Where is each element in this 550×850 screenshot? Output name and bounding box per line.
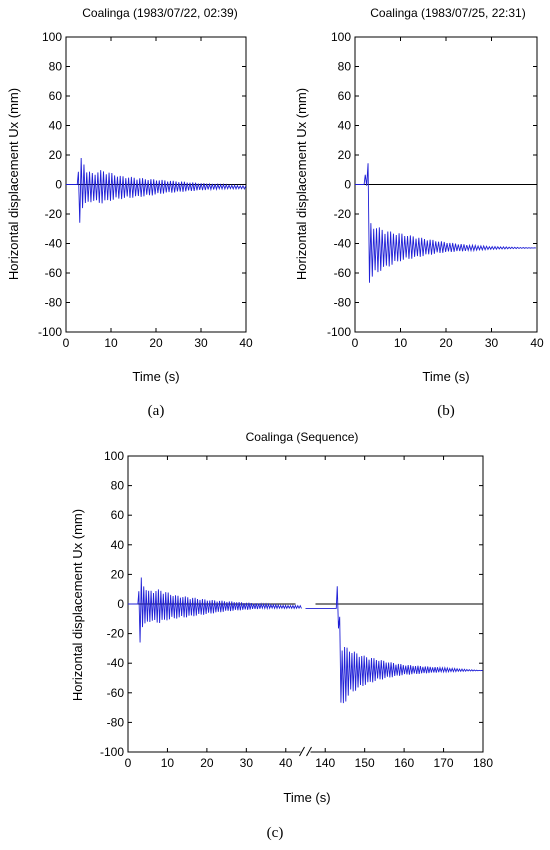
panel-c-title: Coalinga (Sequence): [246, 430, 359, 444]
y-tick-label: -20: [45, 207, 63, 221]
y-tick-label: 40: [338, 119, 352, 133]
y-tick-label: -40: [45, 237, 63, 251]
x-tick-label: 30: [240, 756, 254, 770]
panel-c-plot-area: -100 -80 -60 -40 -20 0 20 40 60 80 100 0 10 20 30 40 140…: [100, 449, 493, 770]
y-tick-label: -60: [45, 266, 63, 280]
panel-a-title: Coalinga (1983/07/22, 02:39): [82, 6, 237, 20]
y-tick-label: -100: [327, 325, 351, 339]
series-line: [66, 158, 247, 223]
y-tick-label: -80: [45, 296, 63, 310]
y-tick-label: -60: [107, 686, 125, 700]
y-tick-label: 0: [117, 597, 124, 611]
y-tick-label: -80: [107, 715, 125, 729]
series-line-second-event: [305, 586, 483, 704]
y-tick-label: -80: [334, 296, 352, 310]
y-tick-label: -100: [38, 325, 62, 339]
y-tick-label: -40: [334, 237, 352, 251]
y-tick-label: 20: [49, 148, 63, 162]
y-tick-label: 100: [331, 30, 351, 44]
panel-a: Coalinga (1983/07/22, 02:39) Horizontal …: [6, 6, 253, 419]
y-tick-label: 100: [104, 449, 124, 463]
series-line: [355, 163, 536, 283]
panel-b-label: (b): [437, 403, 455, 419]
x-tick-label: 150: [355, 756, 375, 770]
y-tick-label: -20: [107, 627, 125, 641]
panel-b-ylabel: Horizontal displacement Ux (mm): [294, 88, 309, 280]
x-tick-label: 140: [315, 756, 335, 770]
y-tick-label: 20: [111, 567, 125, 581]
y-tick-label: -40: [107, 656, 125, 670]
panel-b: Coalinga (1983/07/25, 22:31) Horizontal …: [294, 6, 544, 419]
x-tick-label: 10: [104, 336, 118, 350]
panel-b-title: Coalinga (1983/07/25, 22:31): [370, 6, 525, 20]
y-tick-label: 80: [111, 479, 125, 493]
panel-b-plot-area: -100 -80 -60 -40 -20 0 20 40 60 80 100 0 10 20 30 40: [327, 30, 544, 350]
x-tick-label: 20: [439, 336, 453, 350]
x-tick-label: 30: [194, 336, 208, 350]
x-tick-label: 40: [239, 336, 253, 350]
y-tick-label: -20: [334, 207, 352, 221]
axis-break-gap: [300, 749, 311, 755]
panel-c: Coalinga (Sequence) Horizontal displacem…: [70, 430, 493, 841]
y-tick-label: 0: [55, 178, 62, 192]
y-tick-label: -60: [334, 266, 352, 280]
panel-c-label: (c): [267, 825, 284, 841]
y-tick-label: 60: [111, 508, 125, 522]
y-tick-label: 80: [49, 60, 63, 74]
x-tick-label: 170: [434, 756, 454, 770]
panel-a-xlabel: Time (s): [132, 369, 179, 384]
y-tick-label: 100: [42, 30, 62, 44]
x-tick-label: 0: [63, 336, 70, 350]
x-tick-label: 0: [352, 336, 359, 350]
x-tick-label: 0: [125, 756, 132, 770]
y-tick-label: 60: [49, 89, 63, 103]
axis-break-mark: [299, 746, 305, 757]
panel-a-ylabel: Horizontal displacement Ux (mm): [6, 88, 21, 280]
x-tick-label: 20: [149, 336, 163, 350]
x-tick-label: 10: [161, 756, 175, 770]
y-tick-label: -100: [100, 745, 124, 759]
series-line-first-event: [128, 577, 302, 643]
x-tick-label: 20: [200, 756, 214, 770]
panel-a-label: (a): [148, 403, 165, 419]
y-tick-label: 80: [338, 60, 352, 74]
panel-c-ylabel: Horizontal displacement Ux (mm): [70, 509, 85, 701]
y-tick-label: 60: [338, 89, 352, 103]
x-tick-label: 10: [394, 336, 408, 350]
x-tick-label: 40: [279, 756, 293, 770]
axis-break-mark: [306, 746, 312, 757]
x-tick-label: 30: [485, 336, 499, 350]
panel-a-plot-area: -100 -80 -60 -40 -20 0 20 40 60 80 100 0 10 20 30 40: [38, 30, 253, 350]
y-tick-label: 40: [111, 538, 125, 552]
y-tick-label: 0: [344, 178, 351, 192]
y-tick-label: 20: [338, 148, 352, 162]
panel-c-xlabel: Time (s): [283, 790, 330, 805]
panel-b-xlabel: Time (s): [422, 369, 469, 384]
x-tick-label: 180: [473, 756, 493, 770]
x-tick-label: 40: [530, 336, 544, 350]
x-tick-label: 160: [394, 756, 414, 770]
y-tick-label: 40: [49, 119, 63, 133]
